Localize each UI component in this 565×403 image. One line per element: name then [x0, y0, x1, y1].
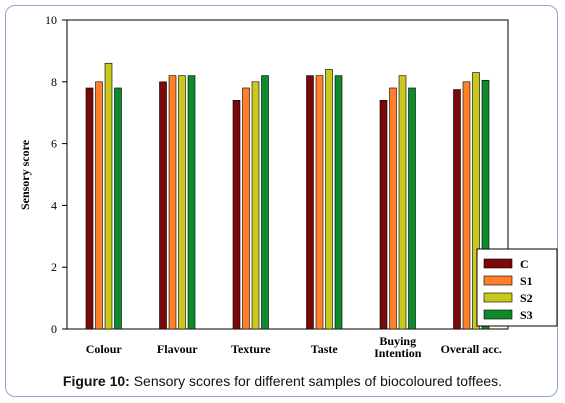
bar	[168, 75, 177, 330]
x-tick-label: Texture	[231, 342, 271, 356]
bar	[178, 75, 186, 330]
y-ticks: 0 2 4 6 8 10	[45, 13, 67, 336]
bar	[232, 100, 241, 330]
x-tick-label: Colour	[86, 342, 123, 356]
bar	[398, 75, 407, 330]
bar	[261, 75, 269, 330]
legend: C S1 S2 S3	[476, 248, 558, 327]
bar	[462, 81, 471, 330]
bar	[104, 62, 113, 330]
bar	[408, 87, 416, 330]
bar	[251, 81, 260, 330]
legend-label: S3	[520, 308, 533, 322]
y-axis-label: Sensory score	[18, 139, 32, 210]
bars	[85, 62, 490, 330]
legend-swatch	[483, 258, 513, 269]
y-tick-label: 6	[51, 137, 57, 151]
plot-area-border	[66, 19, 509, 330]
bar	[306, 75, 314, 330]
bar	[85, 87, 94, 330]
legend-swatch	[483, 309, 513, 320]
y-tick-label: 8	[51, 75, 57, 89]
bar	[325, 69, 333, 330]
y-tick-label: 2	[51, 260, 57, 274]
y-tick-label: 0	[51, 322, 57, 336]
bar	[481, 79, 490, 330]
legend-swatch	[483, 275, 513, 286]
x-tick-label: Flavour	[157, 342, 198, 356]
x-tick-label: Intention	[374, 346, 422, 360]
bar	[114, 87, 122, 330]
bar	[472, 72, 480, 330]
figure-caption-text: Sensory scores for different samples of …	[129, 373, 503, 389]
legend-label: C	[520, 257, 529, 271]
x-tick-label: Buying	[379, 334, 416, 348]
bar	[389, 87, 397, 330]
bar	[187, 75, 196, 330]
figure-caption-label: Figure 10:	[62, 373, 130, 389]
y-tick-label: 4	[51, 198, 57, 212]
legend-label: S1	[520, 274, 533, 288]
y-tick-label: 10	[45, 13, 57, 27]
x-tick-label: Taste	[311, 342, 339, 356]
legend-swatch	[483, 292, 513, 303]
bar	[334, 75, 343, 330]
bar	[159, 81, 167, 330]
chart-axes	[66, 19, 509, 330]
figure-caption: Figure 10: Sensory scores for different …	[0, 373, 565, 389]
bar	[242, 87, 250, 330]
bar	[453, 89, 461, 330]
bar	[95, 81, 103, 330]
bar	[379, 100, 388, 330]
bar-chart: 0 2 4 6 8 10 Colour Flavour Texture Taste BuyingI…	[18, 13, 558, 360]
x-tick-labels: Colour Flavour Texture Taste BuyingIntention…	[86, 334, 502, 360]
legend-label: S2	[520, 291, 533, 305]
bar	[315, 75, 324, 330]
x-tick-label: Overall acc.	[441, 342, 502, 356]
